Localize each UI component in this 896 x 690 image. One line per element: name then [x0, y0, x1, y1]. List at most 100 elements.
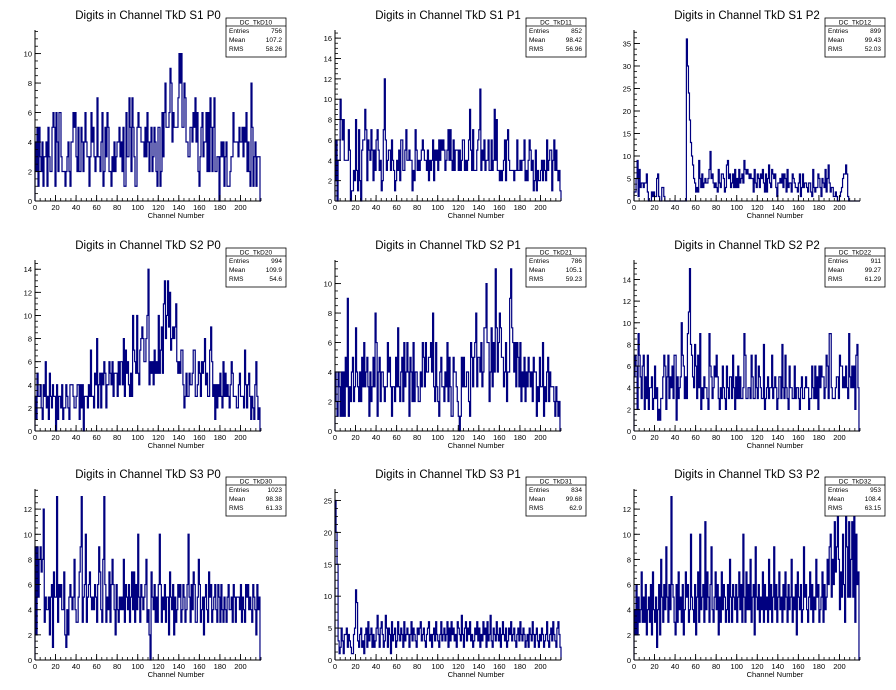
- stats-value: 98.42: [566, 37, 583, 44]
- x-tick-label: 200: [534, 433, 547, 442]
- x-tick-label: 60: [392, 433, 400, 442]
- y-tick-label: 2: [328, 177, 332, 186]
- stats-label: RMS: [529, 276, 544, 283]
- stats-value: 899: [870, 28, 881, 35]
- y-tick-label: 30: [623, 62, 631, 71]
- y-tick-label: 4: [328, 368, 332, 377]
- y-tick-label: 2: [328, 398, 332, 407]
- y-tick-label: 14: [324, 55, 332, 64]
- y-tick-label: 14: [623, 275, 631, 284]
- x-tick-label: 160: [792, 433, 805, 442]
- y-tick-label: 2: [28, 404, 32, 413]
- y-tick-label: 35: [623, 40, 631, 49]
- y-tick-label: 8: [328, 309, 332, 318]
- y-tick-label: 10: [324, 280, 332, 289]
- stats-label: Mean: [828, 37, 845, 44]
- x-tick-label: 0: [632, 203, 636, 212]
- y-tick-label: 10: [623, 530, 631, 539]
- x-axis-label: Channel Number: [448, 441, 505, 450]
- y-tick-label: 6: [627, 581, 631, 590]
- x-tick-label: 160: [193, 662, 206, 671]
- chart-title: Digits in Channel TkD S3 P2: [674, 469, 820, 481]
- y-tick-label: 0: [328, 656, 332, 665]
- x-axis-label: Channel Number: [148, 211, 205, 220]
- y-tick-label: 12: [24, 288, 32, 297]
- x-tick-label: 180: [214, 433, 227, 442]
- stats-histogram-name: DC_TkD12: [839, 20, 872, 27]
- y-tick-label: 8: [627, 340, 631, 349]
- x-tick-label: 0: [333, 433, 337, 442]
- stats-label: RMS: [229, 276, 244, 283]
- x-tick-label: 80: [413, 433, 421, 442]
- y-tick-label: 10: [24, 530, 32, 539]
- y-tick-label: 2: [627, 405, 631, 414]
- x-axis-label: Channel Number: [747, 441, 804, 450]
- stats-label: Mean: [828, 267, 845, 274]
- stats-label: Entries: [529, 28, 550, 35]
- y-tick-label: 10: [24, 311, 32, 320]
- x-tick-label: 0: [33, 433, 37, 442]
- x-tick-label: 60: [691, 662, 699, 671]
- x-tick-label: 20: [351, 203, 359, 212]
- x-tick-label: 160: [193, 433, 206, 442]
- stats-label: RMS: [529, 505, 544, 512]
- stats-value: 63.15: [865, 505, 882, 512]
- y-tick-label: 10: [623, 319, 631, 328]
- chart-title: Digits in Channel TkD S2 P2: [674, 240, 820, 252]
- x-axis-label: Channel Number: [448, 211, 505, 220]
- stats-value: 98.38: [266, 496, 283, 503]
- stats-label: RMS: [828, 276, 843, 283]
- x-tick-label: 200: [234, 203, 247, 212]
- stats-label: RMS: [229, 505, 244, 512]
- x-tick-label: 140: [473, 662, 486, 671]
- y-tick-label: 5: [627, 175, 631, 184]
- x-tick-label: 40: [372, 662, 380, 671]
- stats-box-frame: [525, 247, 587, 288]
- x-tick-label: 100: [730, 203, 743, 212]
- x-tick-label: 160: [493, 433, 506, 442]
- x-tick-label: 140: [173, 203, 186, 212]
- y-tick-label: 0: [627, 197, 631, 206]
- stats-label: Mean: [529, 496, 546, 503]
- x-tick-label: 80: [113, 662, 121, 671]
- x-tick-label: 160: [193, 203, 206, 212]
- x-axis-label: Channel Number: [747, 670, 804, 679]
- x-tick-label: 40: [671, 203, 679, 212]
- histogram-series-line: [34, 268, 261, 432]
- stats-value: 99.43: [865, 37, 882, 44]
- x-tick-label: 0: [632, 662, 636, 671]
- stats-box-frame: [525, 17, 587, 58]
- y-tick-label: 0: [627, 427, 631, 436]
- x-tick-label: 180: [514, 433, 527, 442]
- x-tick-label: 140: [772, 203, 785, 212]
- x-tick-label: 80: [712, 203, 720, 212]
- x-tick-label: 120: [751, 662, 764, 671]
- x-tick-label: 100: [431, 203, 444, 212]
- y-tick-label: 4: [28, 381, 32, 390]
- chart-title: Digits in Channel TkD S3 P1: [375, 469, 521, 481]
- y-tick-label: 12: [623, 505, 631, 514]
- x-tick-label: 100: [131, 433, 144, 442]
- x-tick-label: 0: [333, 662, 337, 671]
- stats-value: 994: [271, 258, 282, 265]
- x-tick-label: 80: [113, 203, 121, 212]
- stats-value: 59.23: [566, 276, 583, 283]
- histogram-series-line: [334, 78, 562, 202]
- y-tick-label: 6: [28, 109, 32, 118]
- y-tick-label: 15: [623, 130, 631, 139]
- stats-value: 61.29: [865, 276, 882, 283]
- stats-value: 852: [571, 28, 582, 35]
- y-tick-label: 5: [328, 624, 332, 633]
- chart-title: Digits in Channel TkD S1 P1: [375, 10, 521, 22]
- y-tick-label: 6: [328, 339, 332, 348]
- histogram-series-line: [633, 38, 860, 202]
- x-tick-label: 100: [431, 662, 444, 671]
- stats-label: RMS: [828, 505, 843, 512]
- stats-label: Mean: [529, 37, 546, 44]
- histogram-series-line: [633, 268, 860, 432]
